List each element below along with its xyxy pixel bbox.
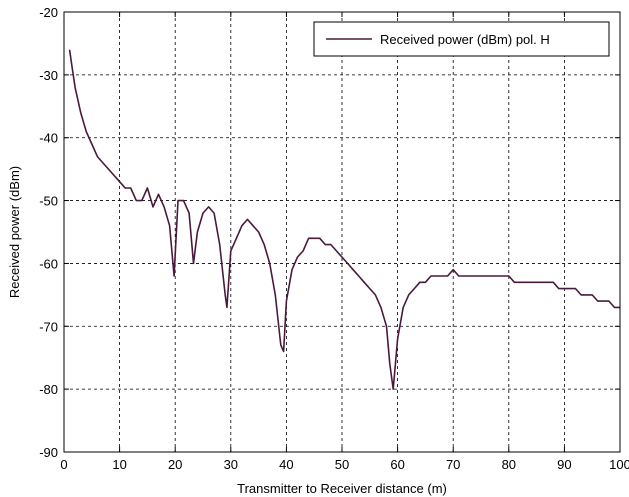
y-tick-label: -50 xyxy=(39,194,58,209)
x-tick-label: 90 xyxy=(557,457,571,472)
y-tick-label: -90 xyxy=(39,445,58,460)
tick-layer: 0 10 20 30 40 50 60 70 80 90 100 -90 -80 -70 -60 -50 -40… xyxy=(39,5,629,472)
y-tick-label: -30 xyxy=(39,68,58,83)
y-tick-label: -20 xyxy=(39,5,58,20)
x-axis-label: Transmitter to Receiver distance (m) xyxy=(237,481,447,496)
y-axis-label: Received power (dBm) xyxy=(7,166,22,298)
x-tick-label: 0 xyxy=(60,457,67,472)
x-tick-label: 70 xyxy=(446,457,460,472)
legend-label: Received power (dBm) pol. H xyxy=(380,32,550,47)
x-tick-label: 50 xyxy=(335,457,349,472)
series-layer xyxy=(68,49,620,390)
x-tick-label: 80 xyxy=(502,457,516,472)
series-line-received-power xyxy=(68,49,620,390)
y-tick-label: -60 xyxy=(39,256,58,271)
y-tick-label: -70 xyxy=(39,319,58,334)
y-tick-label: -80 xyxy=(39,382,58,397)
legend: Received power (dBm) pol. H xyxy=(313,21,610,57)
x-tick-label: 10 xyxy=(112,457,126,472)
x-tick-label: 20 xyxy=(168,457,182,472)
x-tick-label: 30 xyxy=(224,457,238,472)
x-tick-label: 60 xyxy=(390,457,404,472)
grid-layer xyxy=(64,12,620,452)
x-tick-label: 100 xyxy=(609,457,629,472)
x-tick-label: 40 xyxy=(279,457,293,472)
y-tick-label: -40 xyxy=(39,131,58,146)
